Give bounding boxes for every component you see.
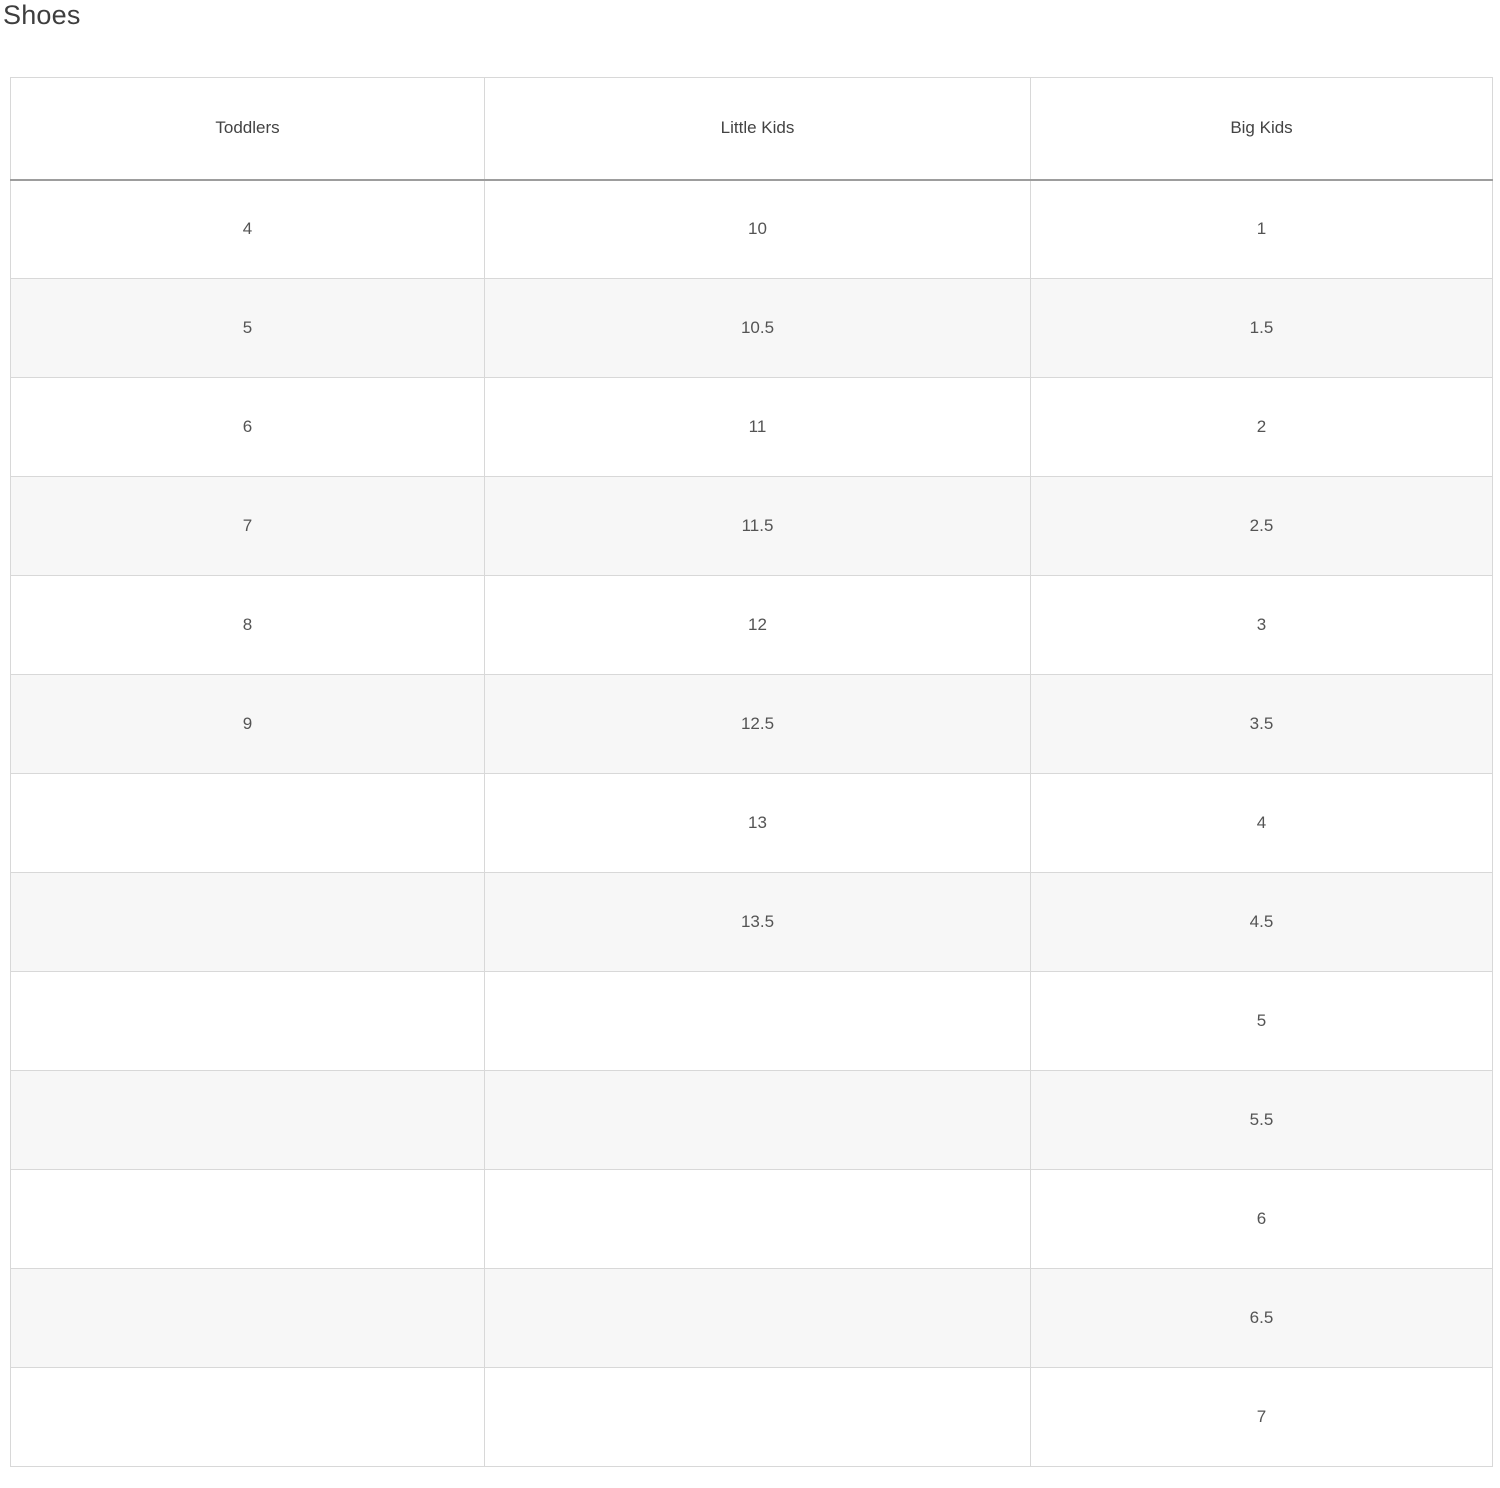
table-cell: 9 [10,674,485,774]
table-cell [484,1070,1031,1170]
table-cell: 1 [1030,179,1493,279]
table-row: 6 11 2 [10,377,1493,477]
size-chart-header: Toddlers Little Kids Big Kids [10,77,1493,181]
table-row: 5.5 [10,1070,1493,1170]
table-cell: 10.5 [484,278,1031,378]
size-chart-table: Toddlers Little Kids Big Kids 4 10 1 5 10.5 1.5… [10,77,1493,1467]
table-row: 13 4 [10,773,1493,873]
table-row: 6.5 [10,1268,1493,1368]
column-header-big-kids: Big Kids [1030,77,1493,181]
table-cell: 6 [10,377,485,477]
table-row: 4 10 1 [10,179,1493,279]
table-cell: 3 [1030,575,1493,675]
table-cell [10,1367,485,1467]
table-cell: 6.5 [1030,1268,1493,1368]
table-cell: 11 [484,377,1031,477]
table-cell: 7 [1030,1367,1493,1467]
table-cell: 10 [484,179,1031,279]
table-cell [10,1268,485,1368]
table-cell: 12 [484,575,1031,675]
table-cell: 8 [10,575,485,675]
table-row: 6 [10,1169,1493,1269]
table-cell: 4.5 [1030,872,1493,972]
table-cell: 12.5 [484,674,1031,774]
table-cell [484,1169,1031,1269]
table-cell: 1.5 [1030,278,1493,378]
table-cell [484,1367,1031,1467]
table-cell [10,1070,485,1170]
table-cell: 13.5 [484,872,1031,972]
column-header-toddlers: Toddlers [10,77,485,181]
table-cell [10,971,485,1071]
table-cell: 5 [1030,971,1493,1071]
table-cell: 3.5 [1030,674,1493,774]
table-row: 5 [10,971,1493,1071]
table-cell: 5 [10,278,485,378]
table-cell: 13 [484,773,1031,873]
header-row: Toddlers Little Kids Big Kids [10,77,1493,181]
table-row: 7 11.5 2.5 [10,476,1493,576]
column-header-little-kids: Little Kids [484,77,1031,181]
table-row: 5 10.5 1.5 [10,278,1493,378]
table-row: 7 [10,1367,1493,1467]
table-cell: 2.5 [1030,476,1493,576]
table-row: 13.5 4.5 [10,872,1493,972]
table-cell [484,971,1031,1071]
table-cell: 2 [1030,377,1493,477]
table-cell: 4 [10,179,485,279]
table-row: 8 12 3 [10,575,1493,675]
table-cell: 11.5 [484,476,1031,576]
table-cell: 4 [1030,773,1493,873]
table-cell: 7 [10,476,485,576]
table-cell: 6 [1030,1169,1493,1269]
table-cell [10,773,485,873]
page-title: Shoes [3,0,81,30]
table-cell [10,1169,485,1269]
table-row: 9 12.5 3.5 [10,674,1493,774]
table-cell [10,872,485,972]
table-cell [484,1268,1031,1368]
table-cell: 5.5 [1030,1070,1493,1170]
size-chart-body: 4 10 1 5 10.5 1.5 6 11 2 7 11.5 2.5 8 12 3 9 12.5 3.5 13 4 1… [10,179,1493,1467]
